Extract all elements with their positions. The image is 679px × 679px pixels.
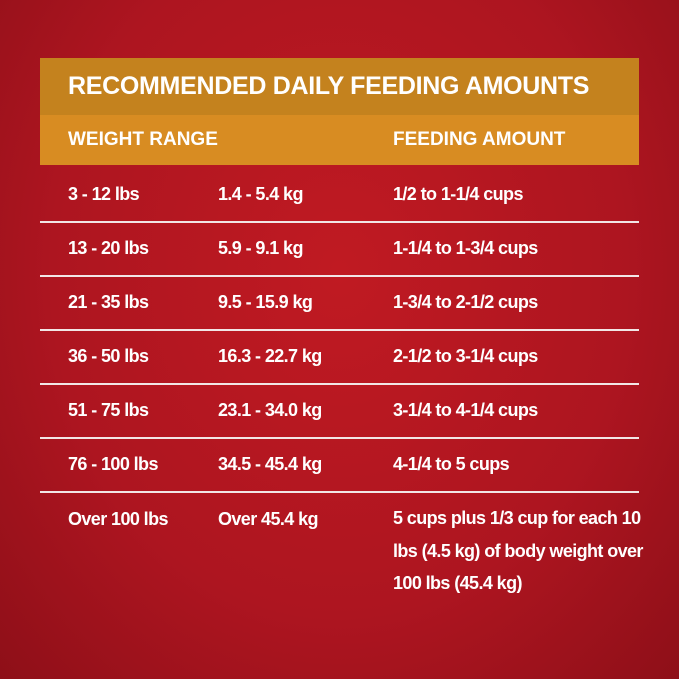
weight-kg: 23.1 - 34.0 kg	[218, 400, 322, 420]
feeding-amount: 3-1/4 to 4-1/4 cups	[393, 400, 538, 420]
row-divider	[40, 383, 639, 385]
feeding-amount: 1-1/4 to 1-3/4 cups	[393, 238, 538, 258]
weight-lbs: 21 - 35 lbs	[68, 292, 149, 312]
row-divider	[40, 329, 639, 331]
weight-kg: 1.4 - 5.4 kg	[218, 184, 303, 204]
weight-lbs: 51 - 75 lbs	[68, 400, 149, 420]
header-weight-range: WEIGHT RANGE	[68, 129, 218, 150]
title-band: RECOMMENDED DAILY FEEDING AMOUNTS	[40, 58, 639, 115]
weight-lbs: 13 - 20 lbs	[68, 238, 149, 258]
weight-lbs: 3 - 12 lbs	[68, 184, 140, 204]
weight-lbs: 76 - 100 lbs	[68, 454, 158, 474]
feeding-amount: 1-3/4 to 2-1/2 cups	[393, 292, 538, 312]
feeding-amount: 1/2 to 1-1/4 cups	[393, 184, 523, 204]
row-divider	[40, 491, 639, 493]
table-header: WEIGHT RANGE FEEDING AMOUNT	[40, 115, 639, 165]
feeding-amount: 5 cups plus 1/3 cup for each 10 lbs (4.5…	[393, 508, 643, 593]
row-divider	[40, 221, 639, 223]
header-feeding-amount: FEEDING AMOUNT	[393, 129, 566, 150]
row-divider	[40, 437, 639, 439]
row-divider	[40, 275, 639, 277]
weight-kg: Over 45.4 kg	[218, 509, 318, 529]
weight-kg: 16.3 - 22.7 kg	[218, 346, 322, 366]
feeding-amount: 4-1/4 to 5 cups	[393, 454, 510, 474]
weight-lbs: 36 - 50 lbs	[68, 346, 149, 366]
weight-kg: 34.5 - 45.4 kg	[218, 454, 322, 474]
page-title: RECOMMENDED DAILY FEEDING AMOUNTS	[68, 72, 590, 100]
weight-kg: 5.9 - 9.1 kg	[218, 238, 303, 258]
feeding-amount: 2-1/2 to 3-1/4 cups	[393, 346, 538, 366]
weight-lbs: Over 100 lbs	[68, 509, 168, 529]
weight-kg: 9.5 - 15.9 kg	[218, 292, 313, 312]
